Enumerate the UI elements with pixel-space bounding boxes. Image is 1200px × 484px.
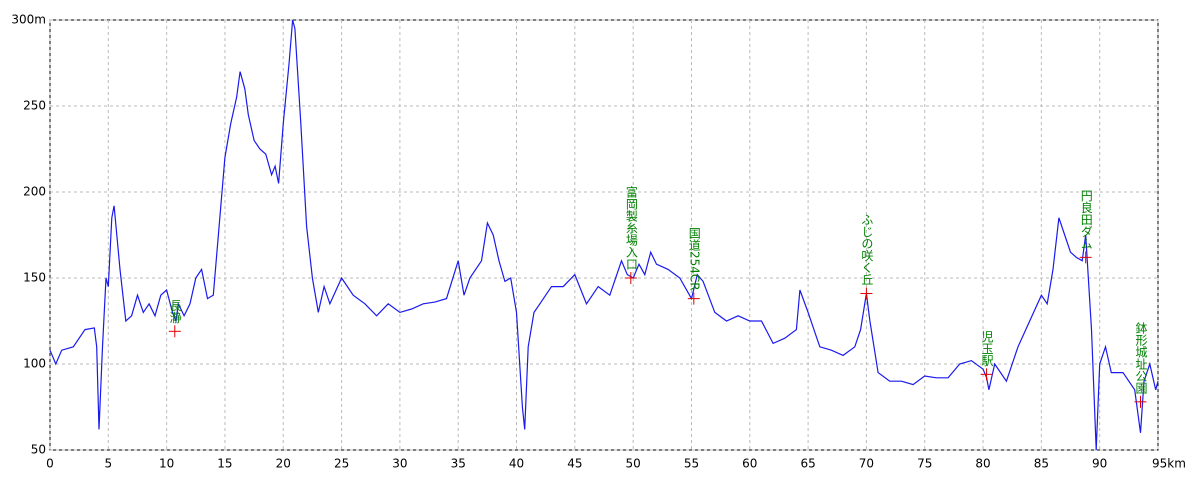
- waypoint-label: 長瀞: [168, 299, 182, 324]
- x-tick-label: 0: [46, 457, 54, 471]
- x-tick-label: 50: [626, 457, 641, 471]
- x-tick-label: 35: [451, 457, 466, 471]
- y-tick-label: 300m: [11, 13, 46, 27]
- y-tick-label: 200: [23, 185, 46, 199]
- waypoint-label: 円良田ダム: [1079, 189, 1093, 249]
- x-tick-label: 30: [392, 457, 407, 471]
- waypoint-label: 児玉駅: [980, 330, 994, 367]
- x-tick-label: 40: [509, 457, 524, 471]
- x-tick-label: 65: [800, 457, 815, 471]
- x-tick-label: 20: [276, 457, 291, 471]
- x-tick-label: 55: [684, 457, 699, 471]
- x-tick-label: 80: [975, 457, 990, 471]
- y-tick-label: 150: [23, 271, 46, 285]
- y-tick-label: 50: [31, 443, 46, 457]
- waypoint-label: 鉢形城址公園: [1134, 321, 1148, 393]
- x-tick-label: 15: [217, 457, 232, 471]
- x-tick-label: 90: [1092, 457, 1107, 471]
- x-tick-label: 85: [1034, 457, 1049, 471]
- x-tick-label: 95km: [1152, 457, 1186, 471]
- waypoint-marker: [860, 287, 873, 300]
- plot-frame: [49, 19, 1159, 451]
- waypoint-marker: [1134, 395, 1147, 408]
- elevation-line: [49, 19, 1159, 451]
- waypoint-label: 富岡製糸場入口: [624, 185, 638, 270]
- x-tick-label: 5: [104, 457, 112, 471]
- waypoint-label: ふじの咲く丘: [860, 213, 874, 285]
- waypoint-marker: [980, 368, 993, 381]
- waypoint-marker: [168, 325, 181, 338]
- x-tick-label: 75: [917, 457, 932, 471]
- x-tick-label: 45: [567, 457, 582, 471]
- y-tick-label: 250: [23, 99, 46, 113]
- waypoint-label: 国道254CR: [687, 227, 701, 291]
- x-tick-label: 25: [334, 457, 349, 471]
- x-tick-label: 60: [742, 457, 757, 471]
- y-tick-label: 100: [23, 357, 46, 371]
- waypoint-marker: [624, 272, 637, 284]
- x-tick-label: 10: [159, 457, 174, 471]
- waypoint-marker: [1079, 251, 1092, 264]
- waypoint-marker: [687, 292, 700, 305]
- x-tick-label: 70: [859, 457, 874, 471]
